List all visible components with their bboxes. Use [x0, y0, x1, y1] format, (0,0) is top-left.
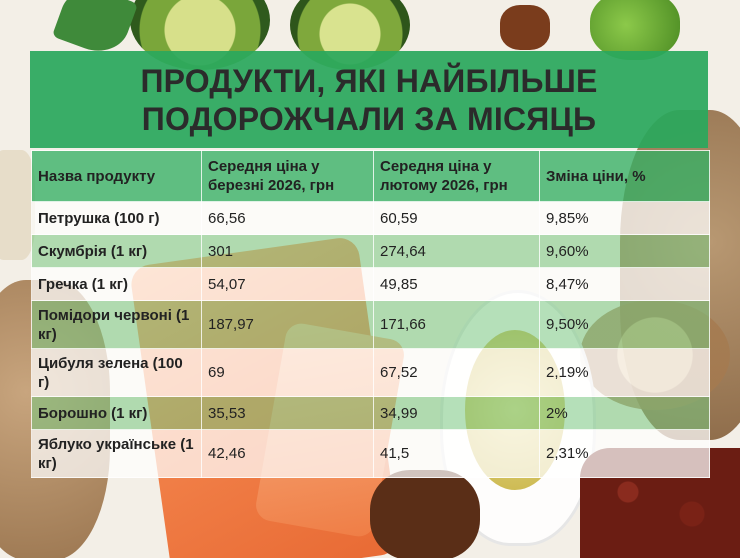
- price-change: 8,47%: [539, 267, 710, 301]
- cheese-image: [0, 150, 35, 260]
- title-banner: ПРОДУКТИ, ЯКІ НАЙБІЛЬШЕ ПОДОРОЖЧАЛИ ЗА М…: [30, 51, 708, 148]
- february-price: 274,64: [373, 234, 540, 268]
- header-price-change: Зміна ціни, %: [539, 150, 710, 202]
- february-price: 67,52: [373, 348, 540, 397]
- february-price: 34,99: [373, 396, 540, 430]
- table-row: Борошно (1 кг) 35,53 34,99 2%: [31, 396, 710, 430]
- price-change: 9,50%: [539, 300, 710, 349]
- table-header-row: Назва продукту Середня ціна у березні 20…: [31, 150, 710, 202]
- march-price: 69: [201, 348, 374, 397]
- price-change: 2%: [539, 396, 710, 430]
- product-name: Помідори червоні (1 кг): [31, 300, 202, 349]
- table-row: Яблуко українське (1 кг) 42,46 41,5 2,31…: [31, 429, 710, 478]
- product-name: Цибуля зелена (100 г): [31, 348, 202, 397]
- march-price: 42,46: [201, 429, 374, 478]
- product-name: Яблуко українське (1 кг): [31, 429, 202, 478]
- price-table: Назва продукту Середня ціна у березні 20…: [31, 150, 710, 478]
- march-price: 35,53: [201, 396, 374, 430]
- product-name: Борошно (1 кг): [31, 396, 202, 430]
- product-name: Петрушка (100 г): [31, 201, 202, 235]
- price-change: 9,85%: [539, 201, 710, 235]
- header-march-price: Середня ціна у березні 2026, грн: [201, 150, 374, 202]
- table-row: Гречка (1 кг) 54,07 49,85 8,47%: [31, 267, 710, 301]
- dates-image: [370, 470, 480, 558]
- table-row: Скумбрія (1 кг) 301 274,64 9,60%: [31, 234, 710, 268]
- broccoli-image: [590, 0, 680, 60]
- march-price: 66,56: [201, 201, 374, 235]
- product-name: Гречка (1 кг): [31, 267, 202, 301]
- price-change: 2,19%: [539, 348, 710, 397]
- february-price: 171,66: [373, 300, 540, 349]
- february-price: 41,5: [373, 429, 540, 478]
- product-name: Скумбрія (1 кг): [31, 234, 202, 268]
- table-row: Петрушка (100 г) 66,56 60,59 9,85%: [31, 201, 710, 235]
- table-row: Цибуля зелена (100 г) 69 67,52 2,19%: [31, 348, 710, 397]
- march-price: 301: [201, 234, 374, 268]
- header-product-name: Назва продукту: [31, 150, 202, 202]
- price-change: 2,31%: [539, 429, 710, 478]
- pecan-image: [500, 5, 550, 50]
- title-line-1: ПРОДУКТИ, ЯКІ НАЙБІЛЬШЕ: [140, 62, 598, 99]
- march-price: 54,07: [201, 267, 374, 301]
- header-february-price: Середня ціна у лютому 2026, грн: [373, 150, 540, 202]
- february-price: 60,59: [373, 201, 540, 235]
- price-change: 9,60%: [539, 234, 710, 268]
- table-row: Помідори червоні (1 кг) 187,97 171,66 9,…: [31, 300, 710, 349]
- february-price: 49,85: [373, 267, 540, 301]
- march-price: 187,97: [201, 300, 374, 349]
- title-line-2: ПОДОРОЖЧАЛИ ЗА МІСЯЦЬ: [141, 100, 597, 137]
